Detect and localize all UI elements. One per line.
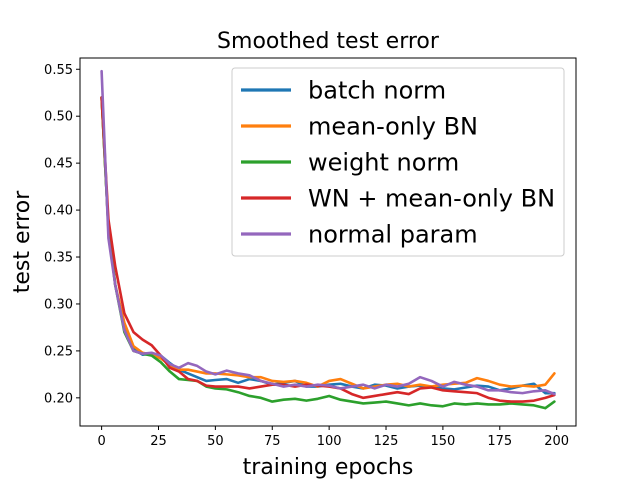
x-tick-label: 25: [150, 434, 167, 449]
y-tick-label: 0.40: [44, 204, 73, 219]
legend-box: [231, 67, 565, 257]
x-tick-label: 150: [430, 434, 455, 449]
x-axis-label: training epochs: [243, 455, 414, 479]
series-line-5: [100, 69, 556, 396]
chart-title: Smoothed test error: [217, 29, 440, 54]
x-tick-label: 75: [264, 434, 281, 449]
x-tick-label: 125: [374, 434, 399, 449]
series-layer: [100, 69, 556, 410]
y-axis-label: test error: [10, 190, 35, 293]
y-tick-label: 0.30: [44, 297, 73, 312]
y-tick-label: 0.50: [44, 110, 73, 125]
y-tick-label: 0.20: [44, 391, 73, 406]
plot-frame: [79, 57, 577, 427]
x-axis: 0 25 50 75 100 125 150 175 200: [97, 426, 569, 449]
legend-label: weight norm: [308, 149, 459, 177]
x-tick-label: 50: [207, 434, 224, 449]
x-tick-label: 200: [544, 434, 569, 449]
legend-label: mean-only BN: [308, 113, 478, 141]
y-tick-label: 0.35: [44, 251, 73, 266]
y-tick-label: 0.25: [44, 344, 73, 359]
legend: batch norm mean-only BN weight norm WN + me…: [231, 67, 565, 257]
y-axis: 0.20 0.25 0.30 0.35 0.40 0.45 0.50 0.55: [44, 63, 80, 406]
x-tick-label: 100: [317, 434, 342, 449]
x-tick-label: 0: [97, 434, 105, 449]
y-tick-label: 0.45: [44, 157, 73, 172]
x-tick-label: 175: [487, 434, 512, 449]
legend-label: WN + mean-only BN: [308, 185, 555, 213]
legend-label: batch norm: [308, 77, 446, 105]
y-tick-label: 0.55: [44, 63, 73, 78]
legend-label: normal param: [308, 221, 478, 249]
series-line-3: [100, 96, 556, 410]
